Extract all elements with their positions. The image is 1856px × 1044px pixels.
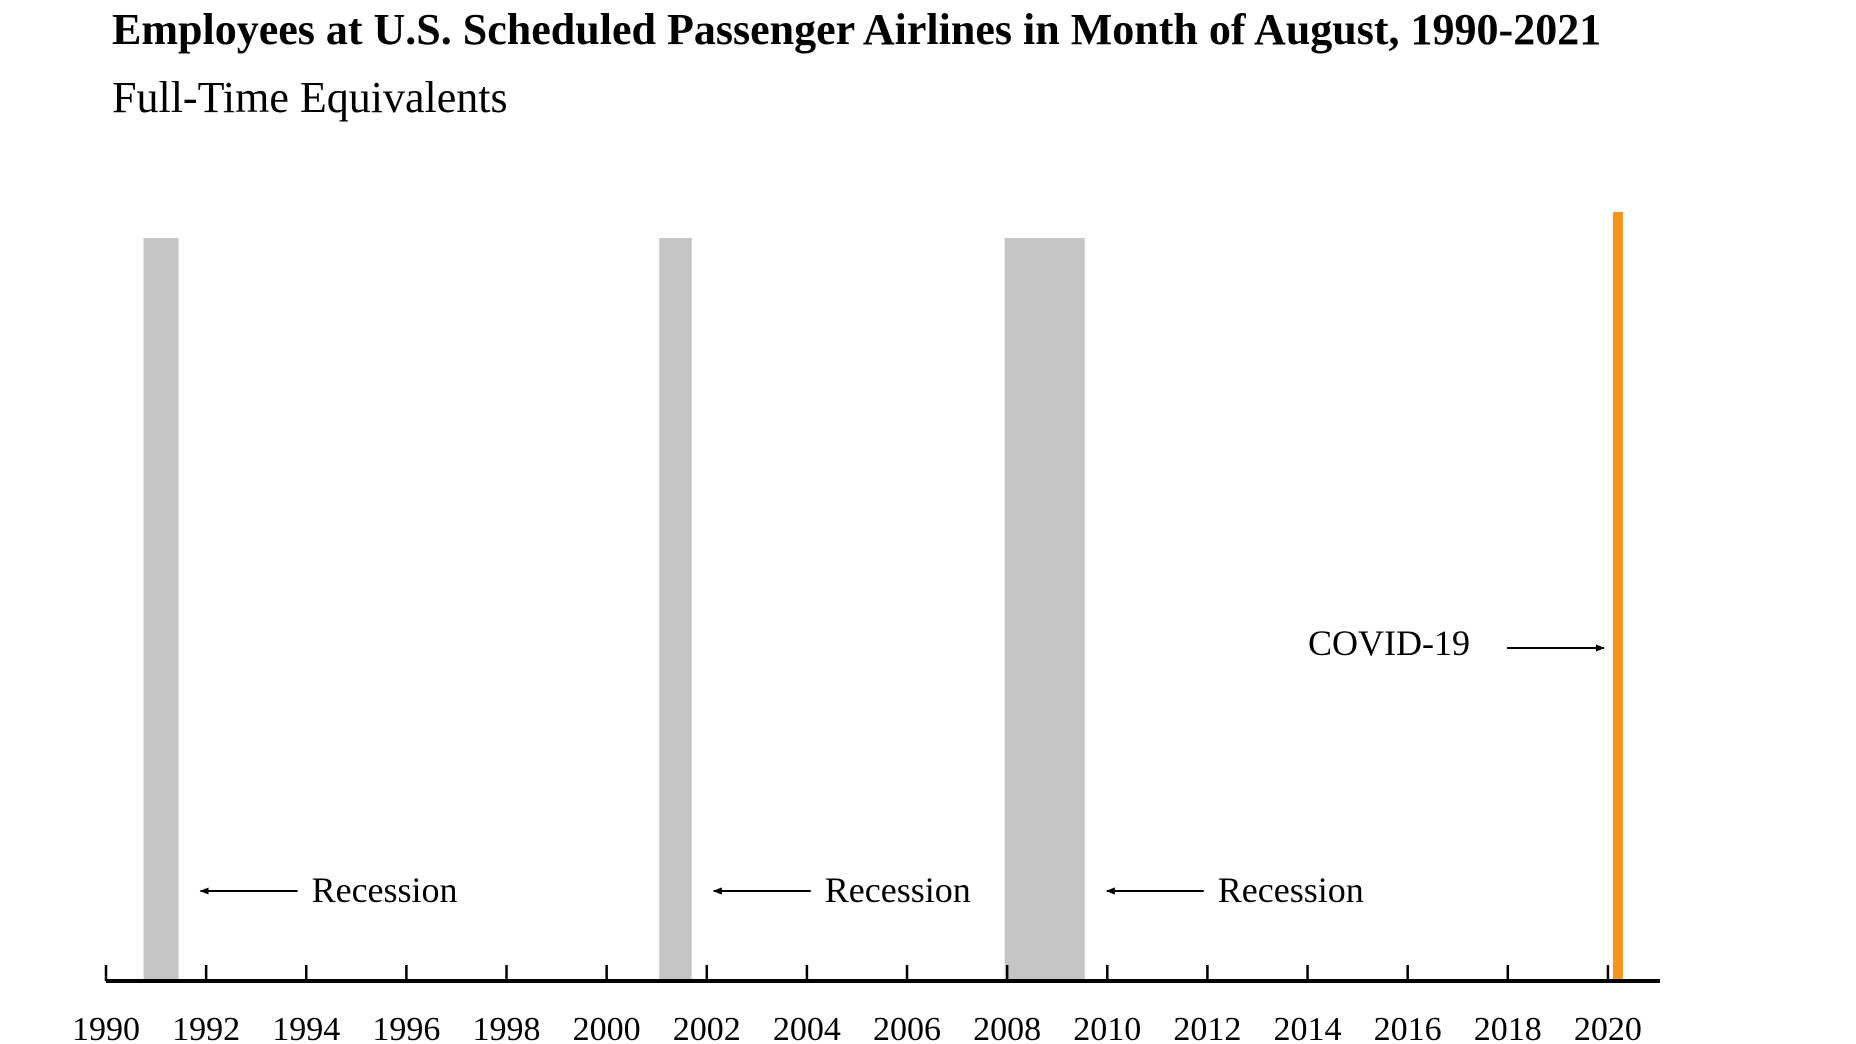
- x-tick-label: 2004: [773, 1011, 841, 1044]
- x-tick-label: 2008: [973, 1011, 1041, 1044]
- recession-band: [1004, 238, 1085, 981]
- x-tick-label: 2014: [1274, 1011, 1342, 1044]
- covid-label: COVID-19: [1308, 623, 1470, 663]
- x-tick-label: 2010: [1073, 1011, 1141, 1044]
- x-tick-label: 1990: [72, 1011, 140, 1044]
- recession-band: [143, 238, 179, 981]
- x-axis: 1990 1992 1994 1996 1998 2000 2002 2004 2006 2008…: [72, 965, 1660, 1044]
- x-tick-label: 2018: [1474, 1011, 1542, 1044]
- x-tick-label: 2012: [1173, 1011, 1241, 1044]
- recession-band: [659, 238, 692, 981]
- x-tick-label: 2020: [1574, 1011, 1642, 1044]
- x-tick-label: 1992: [172, 1011, 240, 1044]
- recession-bands: [143, 238, 1085, 981]
- x-tick-label: 2016: [1374, 1011, 1442, 1044]
- x-tick-label: 1996: [372, 1011, 440, 1044]
- recession-label: Recession: [825, 870, 971, 910]
- chart-title: Employees at U.S. Scheduled Passenger Ai…: [112, 5, 1602, 54]
- recession-label: Recession: [312, 870, 458, 910]
- recession-label: Recession: [1218, 870, 1364, 910]
- x-tick-label: 2000: [573, 1011, 641, 1044]
- x-tick-label: 2002: [673, 1011, 741, 1044]
- annotation-layer: RecessionRecessionRecessionCOVID-19466K1…: [199, 623, 1605, 910]
- x-tick-label: 1998: [473, 1011, 541, 1044]
- x-tick-label: 1994: [272, 1011, 340, 1044]
- x-tick-label: 2006: [873, 1011, 941, 1044]
- chart-subtitle: Full-Time Equivalents: [112, 73, 508, 122]
